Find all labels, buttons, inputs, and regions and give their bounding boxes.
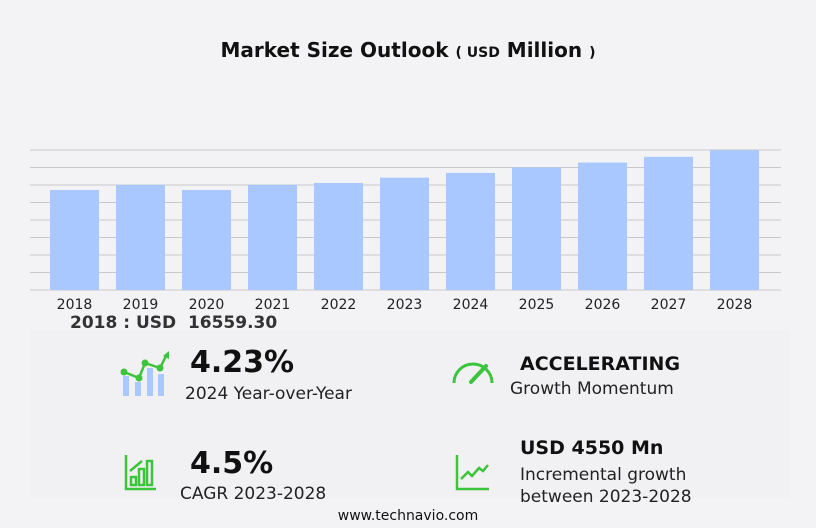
line-growth-icon <box>455 455 489 491</box>
trend-chart-icon <box>120 351 169 396</box>
momentum-label: Growth Momentum <box>510 379 674 399</box>
bar-2023 <box>380 177 429 290</box>
bar-2027 <box>644 156 693 290</box>
footer-url[interactable]: www.technavio.com <box>337 508 479 524</box>
x-tick-label: 2023 <box>387 297 423 313</box>
unit-prefix: USD <box>466 45 500 61</box>
yoy-label: 2024 Year-over-Year <box>185 384 352 404</box>
title-text: Market Size Outlook <box>220 38 449 62</box>
bar-2028 <box>710 150 759 290</box>
x-tick-label: 2022 <box>321 297 357 313</box>
bar-2019 <box>116 184 165 290</box>
momentum-value: ACCELERATING <box>520 353 681 375</box>
base-year-annotation: 2018 : USD 16559.30 <box>70 313 278 333</box>
chart-title: Market Size Outlook ( USD Million ) <box>220 38 596 62</box>
bar-2022 <box>314 182 363 290</box>
speedometer-icon <box>452 362 494 384</box>
unit-text: Million <box>506 38 583 62</box>
bar-2026 <box>578 162 627 290</box>
cagr-label: CAGR 2023-2028 <box>180 484 327 504</box>
x-tick-label: 2027 <box>651 297 687 313</box>
stats-panel <box>30 330 790 498</box>
cagr-value: 4.5% <box>190 446 274 481</box>
x-tick-label: 2025 <box>519 297 555 313</box>
x-tick-label: 2018 <box>57 297 93 313</box>
bar-2025 <box>512 167 561 290</box>
x-tick-label: 2021 <box>255 297 291 313</box>
x-tick-label: 2020 <box>189 297 225 313</box>
bar-chart: 2018 2019 2020 2021 2022 2023 2024 2025 2026 2027… <box>30 149 781 313</box>
bar-2020 <box>182 189 231 290</box>
growth-bars-icon <box>124 455 156 491</box>
x-tick-label: 2028 <box>717 297 753 313</box>
bar-2018 <box>50 189 99 290</box>
bar-2024 <box>446 172 495 290</box>
yoy-value: 4.23% <box>190 345 295 380</box>
x-tick-label: 2019 <box>123 297 159 313</box>
incremental-label-2: between 2023-2028 <box>520 487 692 507</box>
bar-2021 <box>248 184 297 290</box>
x-tick-label: 2026 <box>585 297 621 313</box>
incremental-label-1: Incremental growth <box>520 465 687 485</box>
incremental-value: USD 4550 Mn <box>520 437 664 459</box>
x-tick-label: 2024 <box>453 297 489 313</box>
